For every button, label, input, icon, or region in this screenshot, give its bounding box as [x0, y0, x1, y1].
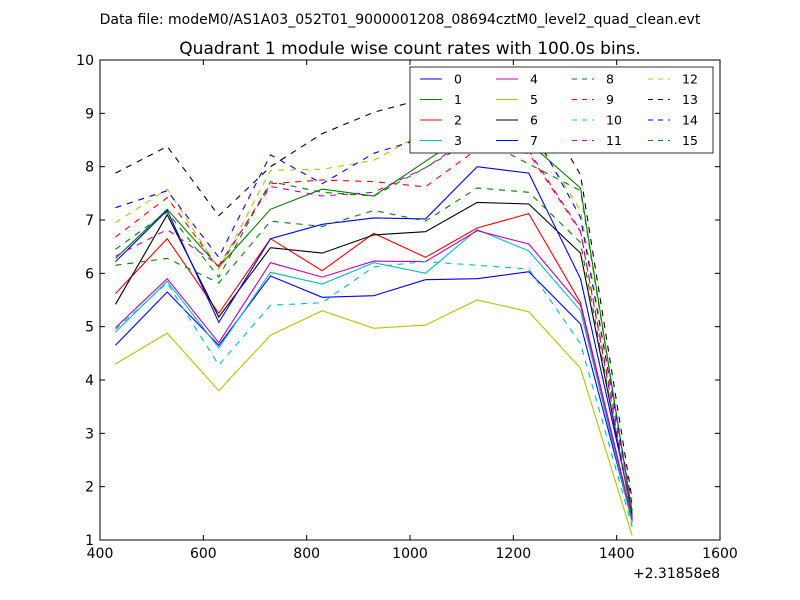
- series-line-4: [115, 230, 633, 520]
- y-tick-label: 7: [85, 213, 94, 229]
- series-line-0: [115, 271, 633, 522]
- x-tick-label: 1400: [599, 546, 635, 562]
- legend-label-15: 15: [682, 133, 698, 148]
- legend-label-4: 4: [530, 72, 538, 87]
- legend-label-12: 12: [682, 72, 698, 87]
- data-file-label: Data file: modeM0/AS1A03_052T01_90000012…: [100, 12, 701, 28]
- legend-label-0: 0: [454, 72, 462, 87]
- legend-label-14: 14: [682, 113, 698, 128]
- y-tick-label: 9: [85, 106, 94, 122]
- y-tick-label: 2: [85, 480, 94, 496]
- legend-label-3: 3: [454, 133, 462, 148]
- legend-label-6: 6: [530, 113, 538, 128]
- series-line-6: [115, 201, 633, 517]
- x-tick-label: 600: [190, 546, 217, 562]
- legend-label-7: 7: [530, 133, 538, 148]
- chart-title: Quadrant 1 module wise count rates with …: [179, 39, 640, 59]
- series-line-12: [115, 103, 633, 509]
- y-tick-label: 6: [85, 266, 94, 282]
- y-tick-label: 1: [85, 533, 94, 549]
- x-tick-label: 800: [293, 546, 320, 562]
- legend-label-1: 1: [454, 92, 462, 107]
- series-line-14: [115, 102, 633, 506]
- series-line-5: [115, 299, 633, 536]
- series-line-7: [115, 166, 633, 511]
- y-tick-label: 8: [85, 160, 94, 176]
- y-tick-label: 10: [76, 53, 94, 69]
- x-tick-label: 1000: [392, 546, 428, 562]
- y-tick-label: 5: [85, 320, 94, 336]
- plot-area: 400 600 800 1000 1200 1400 1600123456789100123…: [76, 53, 738, 562]
- series-line-8: [115, 187, 633, 519]
- legend-box: [409, 66, 714, 154]
- series-line-1: [115, 126, 633, 514]
- x-offset-label: +2.31858e8: [633, 566, 720, 582]
- series-line-3: [115, 228, 633, 524]
- legend-label-13: 13: [682, 92, 698, 107]
- legend-label-9: 9: [606, 92, 614, 107]
- x-tick-label: 1600: [702, 546, 738, 562]
- legend-label-2: 2: [454, 113, 462, 128]
- legend-label-5: 5: [530, 92, 538, 107]
- y-tick-label: 4: [85, 373, 94, 389]
- x-tick-label: 400: [87, 546, 114, 562]
- y-tick-label: 3: [85, 426, 94, 442]
- series-line-2: [115, 212, 633, 519]
- series-line-11: [115, 132, 633, 518]
- series-line-9: [115, 148, 633, 510]
- series-line-15: [115, 136, 633, 514]
- x-tick-label: 1200: [496, 546, 532, 562]
- legend-label-10: 10: [606, 113, 622, 128]
- series-line-10: [115, 261, 633, 527]
- legend-label-11: 11: [606, 133, 622, 148]
- legend-label-8: 8: [606, 72, 614, 87]
